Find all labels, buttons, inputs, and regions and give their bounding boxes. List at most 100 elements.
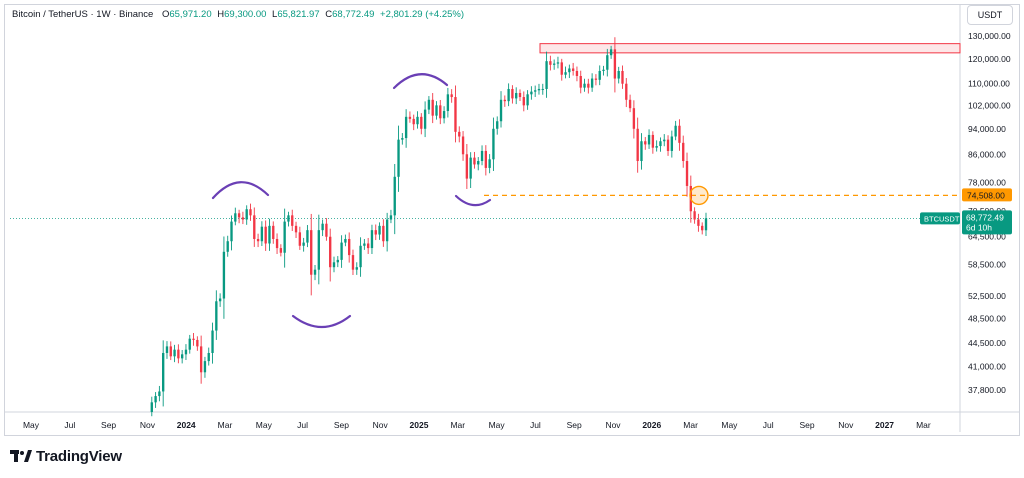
candle-body (222, 251, 226, 299)
x-tick-label: Sep (334, 420, 349, 430)
candle-body (659, 141, 662, 147)
candle-body (234, 213, 237, 222)
candle-body (518, 92, 522, 98)
candle-body (488, 159, 491, 168)
candle-body (693, 211, 696, 220)
candle-body (389, 215, 393, 220)
high-value: 69,300.00 (224, 9, 267, 20)
candle-body (625, 83, 628, 100)
candle-body (602, 69, 605, 71)
candle-body (545, 61, 548, 89)
open-label: O (161, 9, 170, 20)
candle-body (564, 72, 567, 75)
candle-body (666, 139, 670, 151)
last-price-badge (962, 210, 1012, 235)
x-tick-label: May (23, 420, 40, 430)
symbol-title[interactable]: Bitcoin / TetherUS · 1W · Binance (12, 9, 154, 20)
candle-body (359, 245, 362, 268)
last-price-label: 68,772.49 (966, 212, 1004, 222)
candle-body (454, 97, 457, 132)
candle-body (670, 136, 674, 151)
x-tick-label: Mar (916, 420, 931, 430)
candle-body (416, 116, 419, 125)
candle-body (473, 157, 476, 165)
candle-body (291, 215, 294, 226)
candle-body (496, 121, 499, 129)
candle-body (503, 99, 506, 102)
candle-body (423, 109, 427, 129)
countdown-label: 6d 10h (966, 222, 992, 232)
candle-body (199, 346, 203, 373)
candle-body (590, 78, 594, 88)
candle-body (336, 259, 339, 263)
tradingview-brand[interactable]: TradingView (10, 448, 122, 466)
candle-body (526, 94, 529, 106)
candle-body (287, 215, 290, 222)
candle-body (150, 402, 153, 412)
candle-body (158, 391, 161, 397)
y-tick-label: 78,000.00 (968, 177, 1006, 187)
candle-body (530, 91, 533, 95)
change-value: +2,801.29 (+4.25%) (380, 9, 465, 20)
low-value: 65,821.97 (277, 9, 320, 20)
candle-body (412, 118, 415, 125)
candle-body (162, 352, 165, 392)
candle-body (237, 213, 241, 218)
candle-body (647, 134, 651, 145)
candle-body (207, 352, 210, 362)
y-tick-label: 52,500.00 (968, 291, 1006, 301)
y-tick-label: 64,500.00 (968, 232, 1006, 242)
candle-body (382, 225, 385, 242)
candle-body (621, 70, 624, 84)
candle-body (196, 339, 199, 347)
candle-body (420, 116, 423, 129)
candle-body (606, 55, 609, 70)
candle-body (370, 230, 374, 249)
x-tick-label: Sep (799, 420, 814, 430)
candle-body (355, 267, 358, 270)
close-value: 68,772.49 (332, 9, 375, 20)
currency-button[interactable]: USDT (967, 5, 1013, 25)
x-tick-label: 2027 (875, 420, 894, 430)
candle-body (579, 75, 582, 88)
candle-body (442, 111, 446, 119)
candle-body (697, 219, 700, 226)
candle-body (644, 141, 647, 145)
candle-body (279, 248, 283, 253)
candle-body (253, 215, 256, 239)
annotation-arc-bottom-2 (454, 194, 492, 207)
y-tick-label: 48,500.00 (968, 313, 1006, 323)
candle-body (332, 262, 336, 268)
candle-body (556, 62, 560, 64)
candle-body (461, 136, 465, 155)
resistance-zone (539, 43, 961, 54)
y-tick-label: 58,500.00 (968, 260, 1006, 270)
candle-body (450, 94, 453, 98)
symbol-badge (920, 212, 960, 225)
symbol-legend: Bitcoin / TetherUS · 1W · Binance O65,97… (12, 9, 467, 20)
candle-body (397, 139, 400, 177)
candle-body (283, 221, 286, 253)
candle-body (329, 236, 332, 268)
candle-body (245, 209, 248, 220)
candle-body (272, 225, 275, 239)
candle-body (230, 221, 233, 242)
x-tick-label: May (489, 420, 506, 430)
candle-body (515, 92, 518, 99)
candle-body (218, 298, 222, 302)
x-tick-label: Jul (530, 420, 541, 430)
x-tick-label: Mar (450, 420, 465, 430)
candle-body (363, 243, 366, 246)
candle-body (173, 349, 176, 357)
close-label: C (325, 9, 333, 20)
candle-body (313, 269, 317, 275)
x-tick-label: Nov (373, 420, 389, 430)
candle-body (374, 230, 377, 235)
price-chart[interactable]: 130,000.00 120,000.00 110,000.00 102,000.00… (0, 0, 1024, 440)
candle-body (435, 105, 438, 116)
candle-body (469, 157, 472, 179)
candle-body (215, 301, 218, 331)
candle-body (260, 226, 264, 242)
x-tick-label: Jul (64, 420, 75, 430)
candle-body (427, 99, 431, 110)
